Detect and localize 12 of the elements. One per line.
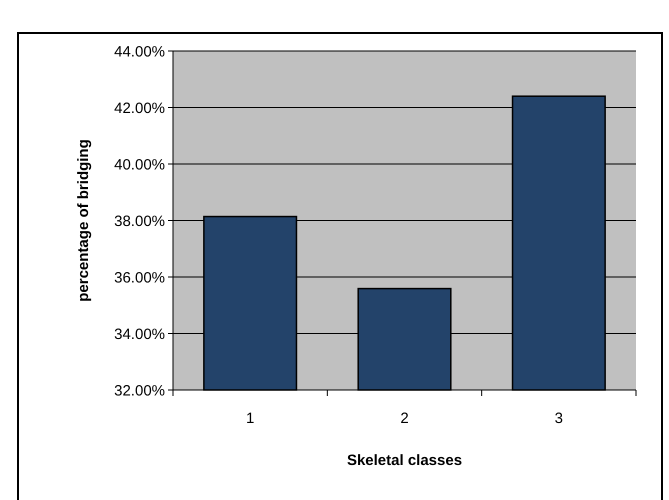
x-tick-label: 3 [554, 410, 564, 427]
y-tick-label: 34.00% [114, 326, 165, 343]
y-tick-label: 44.00% [114, 43, 165, 60]
y-axis-title: percentage of bridging [75, 139, 92, 302]
y-tick-label: 40.00% [114, 156, 165, 174]
y-tick-label: 38.00% [114, 212, 165, 230]
x-axis-title: Skeletal classes [346, 452, 462, 469]
x-tick-label: 1 [246, 410, 254, 427]
y-tick-label: 42.00% [114, 100, 165, 117]
y-tick-label: 36.00% [114, 269, 165, 286]
y-tick-label: 32.00% [114, 382, 165, 400]
x-tick-label: 2 [400, 410, 409, 427]
